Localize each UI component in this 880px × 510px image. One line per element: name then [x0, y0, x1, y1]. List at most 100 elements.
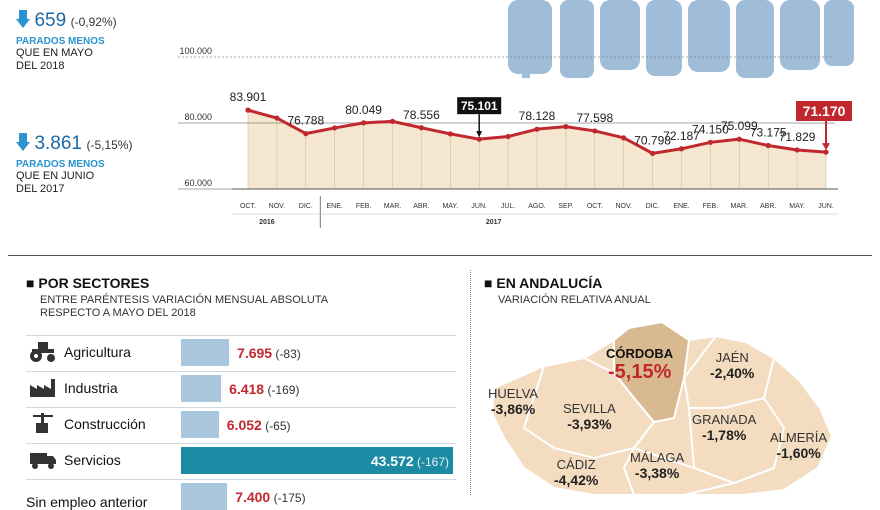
data-point: [505, 133, 511, 140]
x-tick-label: SEP.: [558, 203, 573, 210]
section-divider: [8, 255, 872, 256]
data-point: [794, 147, 800, 153]
sector-row: Industria 6.418 (-169): [26, 371, 456, 402]
x-tick-label: ENE.: [673, 203, 689, 210]
data-point: [418, 125, 424, 131]
province-name: GRANADA: [692, 412, 757, 427]
province-name: MÁLAGA: [630, 450, 685, 465]
x-tick-label: AGO.: [528, 203, 546, 210]
sector-value-group: 6.418 (-169): [229, 381, 299, 399]
truck-icon: [28, 447, 58, 476]
x-tick-label: MAR.: [384, 203, 402, 210]
sector-diff: (-83): [272, 347, 301, 361]
y-tick-label: 100.000: [179, 46, 212, 56]
point-label: 77.598: [576, 111, 613, 125]
andalucia-title-text: EN ANDALUCÍA: [496, 275, 603, 291]
province-value: -2,40%: [710, 365, 755, 381]
sector-label: Construcción: [64, 416, 146, 432]
province-almeria: ALMERÍA -1,60%: [770, 430, 827, 461]
x-tick-label: ABR.: [760, 203, 776, 210]
people-silhouettes-icon: [508, 0, 854, 78]
point-label: 78.556: [403, 108, 440, 122]
highlight-label: 75.101: [461, 99, 498, 113]
x-tick-label: MAY.: [442, 203, 458, 210]
y-tick-label: 80.000: [184, 112, 212, 122]
year-label: 2016: [259, 219, 275, 226]
sectors-sub1: ENTRE PARÉNTESIS VARIACIÓN MENSUAL ABSOL…: [40, 294, 329, 306]
year-label: 2017: [486, 219, 502, 226]
kpi-year-sub2: DEL 2017: [16, 183, 65, 195]
kpi-year-sub1: QUE EN JUNIO: [16, 170, 95, 182]
province-sevilla: SEVILLA -3,93%: [563, 401, 616, 432]
point-label: 70.798: [634, 133, 671, 147]
province-name: CÁDIZ: [556, 457, 596, 472]
province-name: CÓRDOBA: [606, 346, 674, 361]
data-point: [650, 150, 656, 156]
data-point: [447, 131, 453, 137]
factory-icon: [28, 375, 58, 404]
x-tick-label: JUN.: [471, 203, 487, 210]
x-tick-label: FEB.: [356, 203, 372, 210]
x-tick-label: MAR.: [731, 203, 749, 210]
kpi-year-pct: (-5,15%): [86, 138, 133, 152]
province-granada: GRANADA -1,78%: [692, 412, 756, 443]
sector-bar: [181, 339, 230, 366]
province-value: -4,42%: [554, 472, 599, 488]
sector-diff: (-175): [270, 491, 306, 505]
point-label: 71.829: [779, 130, 816, 144]
andalucia-title: ■ EN ANDALUCÍA: [484, 275, 603, 291]
data-point: [245, 107, 251, 113]
highlight-arrow: [476, 131, 483, 138]
arrow-down-icon: [16, 10, 30, 28]
point-label: 80.049: [345, 103, 382, 117]
x-tick-label: FEB.: [703, 203, 719, 210]
kpi-month: 659 (-0,92%) PARADOS MENOS QUE EN MAYO D…: [16, 10, 117, 73]
sector-label: Servicios: [64, 452, 121, 468]
data-point: [707, 139, 714, 145]
andalucia-map: [490, 320, 834, 495]
y-tick-label: 60.000: [184, 178, 212, 188]
sector-bar: [181, 447, 453, 474]
sector-value-group: 6.052 (-65): [227, 417, 291, 435]
sector-value-group: 43.572 (-167): [371, 453, 449, 471]
sector-bar: [181, 375, 222, 402]
point-label: 75.099: [721, 119, 758, 133]
sectors-sub2: RESPECTO A MAYO DEL 2018: [40, 307, 196, 319]
sector-diff: (-167): [413, 455, 449, 469]
province-value: -5,15%: [608, 361, 672, 383]
point-label: 72.187: [663, 129, 700, 143]
point-label: 73.175: [750, 126, 787, 140]
x-tick-label: ABR.: [413, 203, 429, 210]
andalucia-panel: ■ EN ANDALUCÍA VARIACIÓN RELATIVA ANUAL: [484, 275, 864, 307]
sector-label: Agricultura: [64, 344, 131, 360]
point-label: 78.128: [519, 109, 556, 123]
data-point: [563, 124, 569, 130]
province-value: -3,86%: [490, 401, 536, 417]
highlight-arrow: [822, 143, 830, 151]
kpi-month-sub1: QUE EN MAYO: [16, 47, 93, 59]
province-cadiz: CÁDIZ -4,42%: [554, 457, 598, 488]
sector-diff: (-169): [264, 383, 300, 397]
data-point: [274, 115, 280, 121]
x-tick-label: NOV.: [615, 203, 632, 210]
sector-bar: [181, 411, 219, 438]
sector-value: 6.418: [229, 381, 265, 397]
kpi-year: 3.861 (-5,15%) PARADOS MENOS QUE EN JUNI…: [16, 133, 132, 196]
province-jaen: JAÉN -2,40%: [710, 350, 754, 381]
sector-row: Servicios 43.572 (-167): [26, 443, 456, 474]
sectors-title: ■ POR SECTORES: [26, 275, 150, 291]
kpi-year-value: 3.861: [34, 133, 82, 154]
column-divider: [470, 270, 471, 495]
highlight-label: 71.170: [803, 103, 846, 119]
province-name: ALMERÍA: [770, 430, 828, 445]
point-label: 74.150: [692, 122, 729, 136]
x-tick-label: JUL.: [501, 203, 515, 210]
x-tick-label: DIC.: [646, 203, 660, 210]
arrow-down-icon: [16, 133, 30, 151]
province-value: -1,78%: [701, 427, 747, 443]
highlight-label-box: [457, 97, 502, 115]
malaga-shape: [622, 446, 738, 495]
x-tick-label: MAY.: [789, 203, 805, 210]
data-point: [621, 135, 627, 141]
x-tick-label: OCT.: [587, 203, 603, 210]
